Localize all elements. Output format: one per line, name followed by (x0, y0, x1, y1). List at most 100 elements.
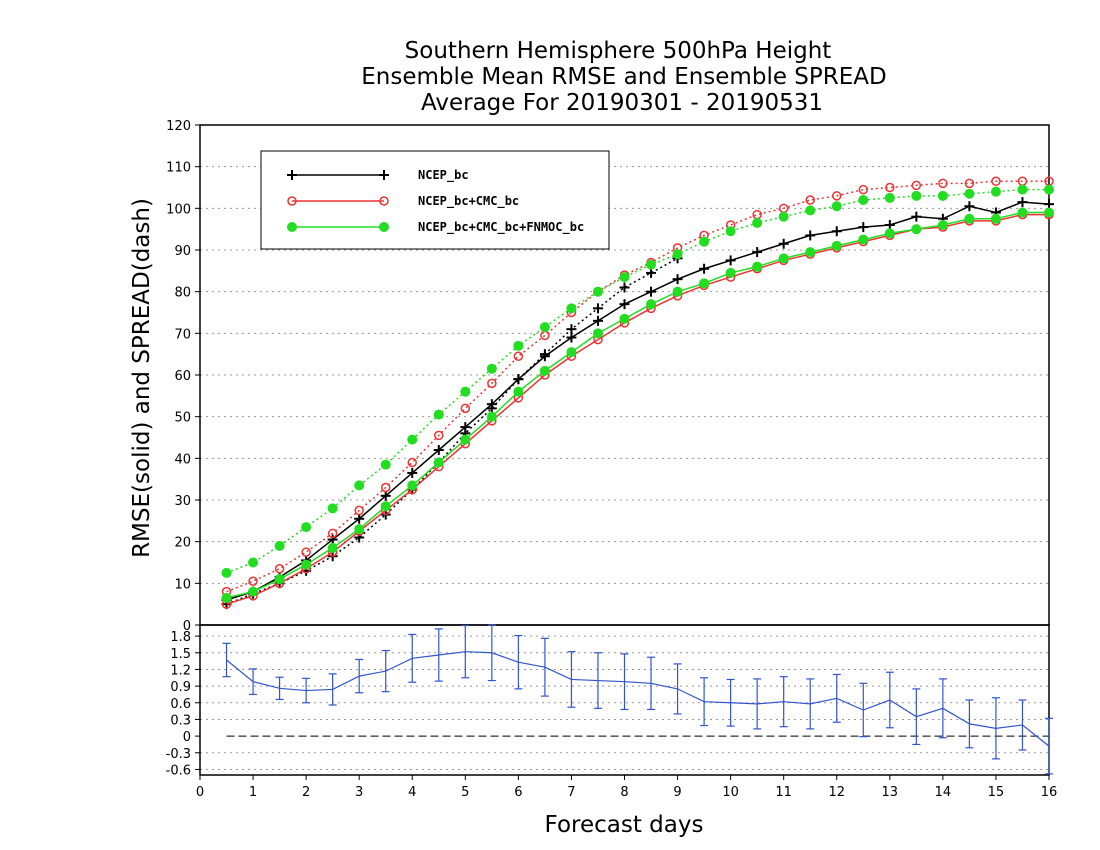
spread-point (725, 226, 736, 237)
spread-point (964, 178, 975, 189)
rmse-point (592, 315, 603, 326)
error-bar (487, 624, 496, 682)
spread-point (990, 186, 1001, 197)
y-tick-label-bottom: 0.9 (170, 680, 191, 695)
error-bar (806, 678, 815, 730)
x-tick-label: 9 (673, 785, 681, 800)
rmse-point (884, 228, 895, 239)
y-tick-label: 30 (174, 494, 191, 509)
x-tick-label: 3 (355, 785, 363, 800)
y-tick-label: 90 (174, 244, 191, 259)
x-axis-label: Forecast days (545, 812, 704, 838)
spread-point (646, 259, 657, 270)
rmse-point (274, 574, 285, 585)
difference-layer (222, 624, 1053, 775)
chart-title: Southern Hemisphere 500hPa Height Ensemb… (361, 38, 886, 116)
rmse-point (805, 230, 816, 241)
y-tick-label: 80 (174, 286, 191, 301)
spread-point (301, 522, 312, 533)
legend-marker-end (379, 170, 389, 180)
y-tick-label-bottom: -0.3 (166, 747, 191, 762)
rmse-point (725, 255, 736, 266)
x-tick-label: 7 (567, 785, 575, 800)
rmse-point (805, 247, 816, 258)
x-tick-label: 15 (988, 785, 1005, 800)
error-bar (647, 656, 656, 711)
spread-point (805, 195, 815, 205)
spread-line (226, 188, 1049, 574)
series-layer (221, 176, 1054, 610)
legend-marker-end (379, 196, 389, 206)
bottom-y-axis: -0.6-0.3 0 0.30.6 0.9 1.21.5 1.8 (166, 630, 200, 778)
y-tick-label: 40 (174, 452, 191, 467)
rmse-point (964, 213, 975, 224)
x-tick-label: 0 (196, 785, 204, 800)
spread-point (380, 459, 391, 470)
spread-point (221, 567, 232, 578)
spread-point (407, 434, 418, 445)
legend-marker-start (287, 222, 297, 232)
legend-entry-2: NCEP_bc+CMC_bc (287, 194, 519, 209)
legend-label: NCEP_bc (418, 168, 469, 183)
spread-point (937, 190, 948, 201)
rmse-point (433, 445, 444, 455)
spread-point (832, 191, 842, 201)
spread-point (699, 236, 710, 247)
error-bar (912, 688, 921, 746)
y-tick-label: 10 (174, 577, 191, 592)
rmse-point (1017, 207, 1028, 218)
rmse-point (778, 253, 789, 264)
rmse-point (380, 501, 391, 512)
spread-point (539, 322, 550, 333)
rmse-point (672, 286, 683, 297)
y-tick-label-bottom: 1.8 (170, 630, 191, 645)
spread-point (274, 540, 285, 551)
spread-point (460, 403, 471, 414)
legend-entry-1: NCEP_bc (287, 168, 469, 183)
x-tick-label: 5 (461, 785, 469, 800)
rmse-point (911, 224, 922, 235)
x-tick-label: 10 (722, 785, 739, 800)
y-tick-label: 0 (183, 619, 191, 634)
error-bar (726, 678, 735, 727)
spread-point (513, 340, 524, 351)
spread-point (911, 180, 922, 191)
rmse-point (327, 534, 338, 545)
y-tick-label: 120 (166, 119, 191, 134)
error-bar (753, 678, 762, 730)
rmse-point (646, 286, 657, 297)
top-y-axis: 0 10 20 30 40 50 60 70 80 90 100 110 120 (166, 119, 200, 634)
rmse-point (539, 365, 550, 376)
x-tick-label: 12 (828, 785, 845, 800)
spread-point (805, 205, 816, 216)
legend-box (260, 150, 610, 250)
spread-point (592, 303, 603, 314)
error-bar (381, 649, 390, 693)
rmse-point (407, 467, 418, 478)
error-bar (593, 652, 602, 709)
rmse-point (248, 586, 259, 597)
spread-point (274, 564, 285, 574)
rmse-point (699, 263, 710, 274)
rmse-line (226, 213, 1049, 605)
rmse-point (354, 524, 365, 535)
spread-point (991, 176, 1001, 186)
spread-point (619, 282, 630, 293)
rmse-point (221, 592, 232, 603)
y-tick-label: 60 (174, 369, 191, 384)
spread-point (487, 378, 497, 389)
legend-label: NCEP_bc+CMC_bc (418, 194, 519, 209)
y-tick-label-bottom: 1.5 (170, 647, 191, 662)
error-bar (222, 642, 231, 678)
spread-point (433, 409, 444, 420)
error-bar (700, 677, 709, 727)
rmse-line (226, 201, 1050, 601)
rmse-point (858, 234, 869, 245)
spread-point (380, 482, 391, 493)
rmse-point (672, 274, 683, 285)
legend-label: NCEP_bc+CMC_bc+FNMOC_bc (418, 220, 584, 235)
y-tick-label: 100 (166, 202, 191, 217)
bottom-panel-grid (200, 635, 1049, 770)
rmse-point (433, 457, 444, 468)
rmse-point (619, 313, 630, 324)
